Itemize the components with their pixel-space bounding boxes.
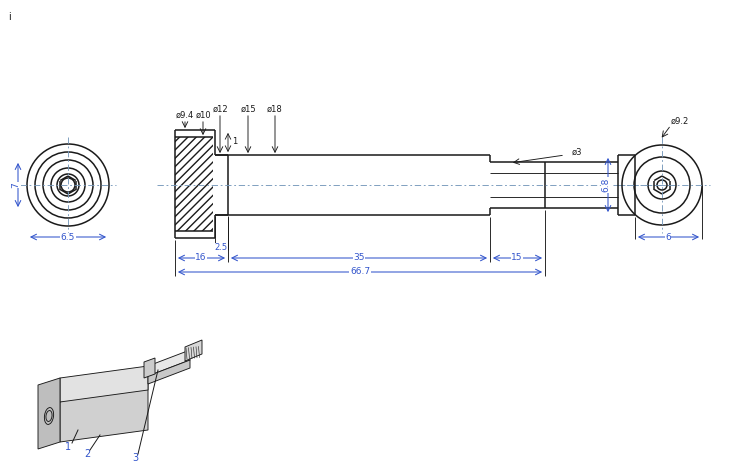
Polygon shape (60, 366, 148, 442)
Text: 6: 6 (665, 233, 671, 242)
Text: ø18: ø18 (267, 104, 283, 113)
Text: 2.5: 2.5 (214, 244, 227, 253)
Text: i: i (8, 12, 11, 22)
Text: 35: 35 (353, 253, 365, 262)
Polygon shape (38, 378, 60, 449)
Polygon shape (148, 360, 190, 384)
Text: 6.5: 6.5 (61, 234, 75, 243)
Text: 2: 2 (84, 449, 90, 459)
Text: ø3: ø3 (572, 147, 582, 157)
Text: ø9.4: ø9.4 (176, 110, 194, 119)
Text: 1: 1 (232, 137, 237, 146)
Text: ø12: ø12 (212, 104, 228, 113)
Text: 15: 15 (512, 253, 523, 262)
Text: 66.7: 66.7 (350, 268, 370, 277)
Polygon shape (185, 340, 202, 361)
Text: 1: 1 (65, 442, 71, 452)
Text: ø15: ø15 (240, 104, 256, 113)
Polygon shape (60, 366, 148, 402)
Text: 3: 3 (132, 453, 138, 463)
Text: 6.8: 6.8 (601, 178, 610, 192)
Text: ø9.2: ø9.2 (671, 117, 689, 126)
Bar (175, 137, 213, 231)
Text: 7: 7 (12, 182, 21, 188)
Text: 16: 16 (195, 253, 207, 262)
Text: ø10: ø10 (195, 110, 210, 119)
Polygon shape (144, 358, 155, 378)
Polygon shape (148, 350, 190, 376)
